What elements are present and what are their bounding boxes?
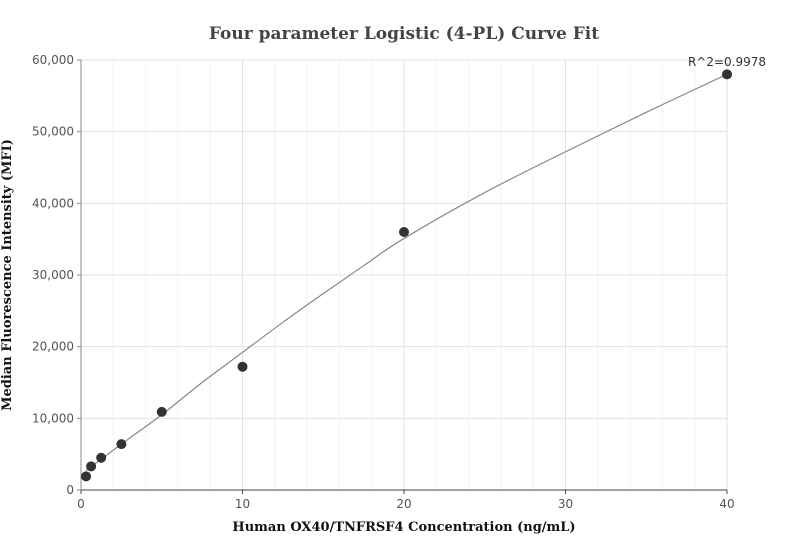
x-tick-label: 40 [719, 497, 734, 511]
data-point [96, 452, 107, 463]
grid [80, 59, 728, 491]
data-point [86, 461, 97, 472]
y-tick-label: 20,000 [32, 340, 74, 354]
data-point [237, 361, 248, 372]
y-tick-label: 0 [66, 483, 74, 497]
fit-curve [85, 73, 728, 472]
y-tick-label: 50,000 [32, 125, 74, 139]
x-tick-label: 30 [558, 497, 573, 511]
y-tick-label: 60,000 [32, 53, 74, 67]
y-tick-label: 10,000 [32, 411, 74, 425]
axes: 0 10 20 30 40 0 10,000 20,000 30,000 40,000 50,000… [32, 53, 735, 511]
data-points [81, 69, 732, 482]
chart-title: Four parameter Logistic (4-PL) Curve Fit [209, 24, 599, 44]
labels: Four parameter Logistic (4-PL) Curve Fit… [0, 24, 766, 535]
data-point [156, 406, 167, 417]
y-tick-label: 30,000 [32, 268, 74, 282]
y-tick-label: 40,000 [32, 196, 74, 210]
x-axis-title: Human OX40/TNFRSF4 Concentration (ng/mL) [232, 520, 575, 535]
data-point [81, 471, 92, 482]
r-squared-annotation: R^2=0.9978 [688, 55, 766, 69]
data-point [722, 69, 732, 80]
x-tick-label: 20 [396, 497, 411, 511]
x-tick-label: 10 [235, 497, 250, 511]
data-point [116, 439, 127, 450]
fit-curve-layer [85, 73, 728, 472]
data-point [399, 227, 409, 237]
x-tick-label: 0 [77, 497, 85, 511]
y-axis-title: Median Fluorescence Intensity (MFI) [0, 139, 15, 411]
